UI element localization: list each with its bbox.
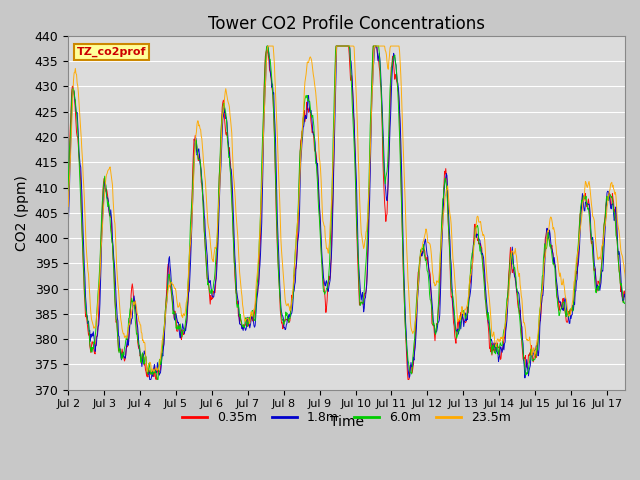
Y-axis label: CO2 (ppm): CO2 (ppm) (15, 175, 29, 251)
Legend: 0.35m, 1.8m, 6.0m, 23.5m: 0.35m, 1.8m, 6.0m, 23.5m (177, 407, 516, 429)
Text: TZ_co2prof: TZ_co2prof (77, 47, 146, 57)
X-axis label: Time: Time (330, 415, 364, 429)
Title: Tower CO2 Profile Concentrations: Tower CO2 Profile Concentrations (208, 15, 485, 33)
